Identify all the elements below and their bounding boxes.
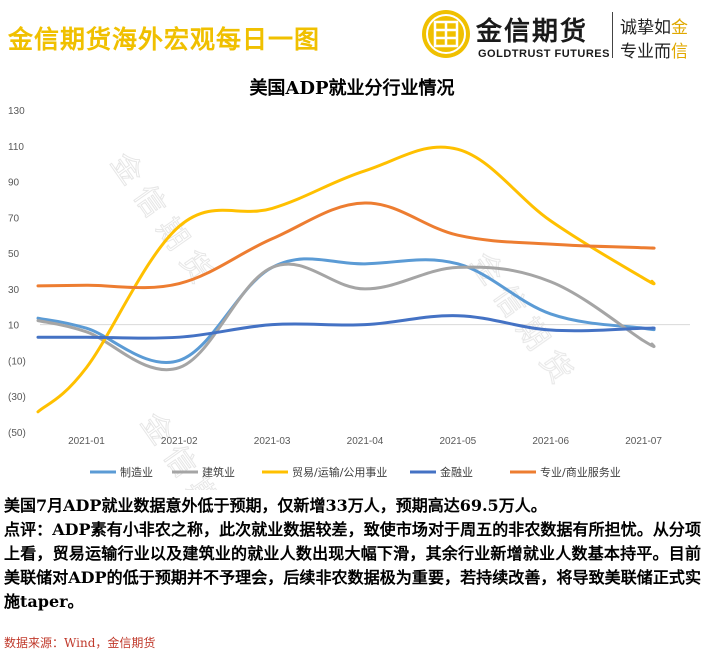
legend-label: 贸易/运输/公用事业 [292,465,387,479]
legend-label: 专业/商业服务业 [540,465,621,479]
series-line-4 [36,314,656,340]
legend-label: 金融业 [440,465,473,479]
y-axis-ticks: 130 110 90 70 50 30 10 (10) (30) (50) [8,106,26,439]
slogan-line-1: 诚挚如金 [620,18,688,38]
x-axis-ticks: 2021-01 2021-02 2021-03 2021-04 2021-05 2021-… [68,436,662,447]
slogan-divider [612,12,613,58]
goldtrust-logo-icon [422,10,470,58]
series-lines [36,145,656,414]
chart-title: 美国ADP就业分行业情况 [249,77,454,99]
x-tick-label: 2021-02 [161,436,198,447]
series-line-3 [36,145,656,414]
legend-label: 建筑业 [202,465,235,479]
series-line-2 [36,262,656,372]
x-tick-label: 2021-04 [347,436,384,447]
data-source: 数据来源：Wind，金信期货 [4,636,156,650]
x-tick-label: 2021-06 [532,436,569,447]
logo-english-text: GOLDTRUST FUTURES [478,48,610,60]
logo-text: 金信期货 [476,17,589,47]
y-tick-label: 70 [8,213,20,224]
legend: 制造业 建筑业 贸易/运输/公用事业 金融业 专业/商业服务业 [90,465,621,479]
series-line-1 [36,257,656,364]
legend-label: 制造业 [120,465,153,479]
header-banner: 金信期货海外宏观每日一图 金信期货 GOLDTRUST FUTURES 诚挚如金… [0,0,705,72]
y-tick-label: 110 [8,142,24,153]
watermark-text: 金信期货 [463,247,583,398]
x-tick-label: 2021-07 [625,436,662,447]
x-tick-label: 2021-01 [68,436,105,447]
y-tick-label: (10) [8,356,26,367]
y-tick-label: (50) [8,428,26,439]
y-tick-label: 90 [8,178,20,189]
series-line-5 [36,201,656,290]
y-tick-label: 50 [8,249,20,260]
y-tick-label: 130 [8,106,25,117]
slogan-line-2: 专业而信 [620,42,688,62]
commentary-body: 点评：ADP素有小非农之称，此次就业数据较差，致使市场对于周五的非农数据有所担忧… [4,520,701,611]
commentary: 美国7月ADP就业数据意外低于预期，仅新增33万人，预期高达69.5万人。 点评… [4,494,701,614]
y-tick-label: 30 [8,285,20,296]
commentary-headline: 美国7月ADP就业数据意外低于预期，仅新增33万人，预期高达69.5万人。 [4,496,547,515]
banner-title: 金信期货海外宏观每日一图 [8,25,321,54]
x-tick-label: 2021-05 [440,436,477,447]
x-tick-label: 2021-03 [254,436,291,447]
y-tick-label: 10 [8,321,20,332]
y-tick-label: (30) [8,392,26,403]
